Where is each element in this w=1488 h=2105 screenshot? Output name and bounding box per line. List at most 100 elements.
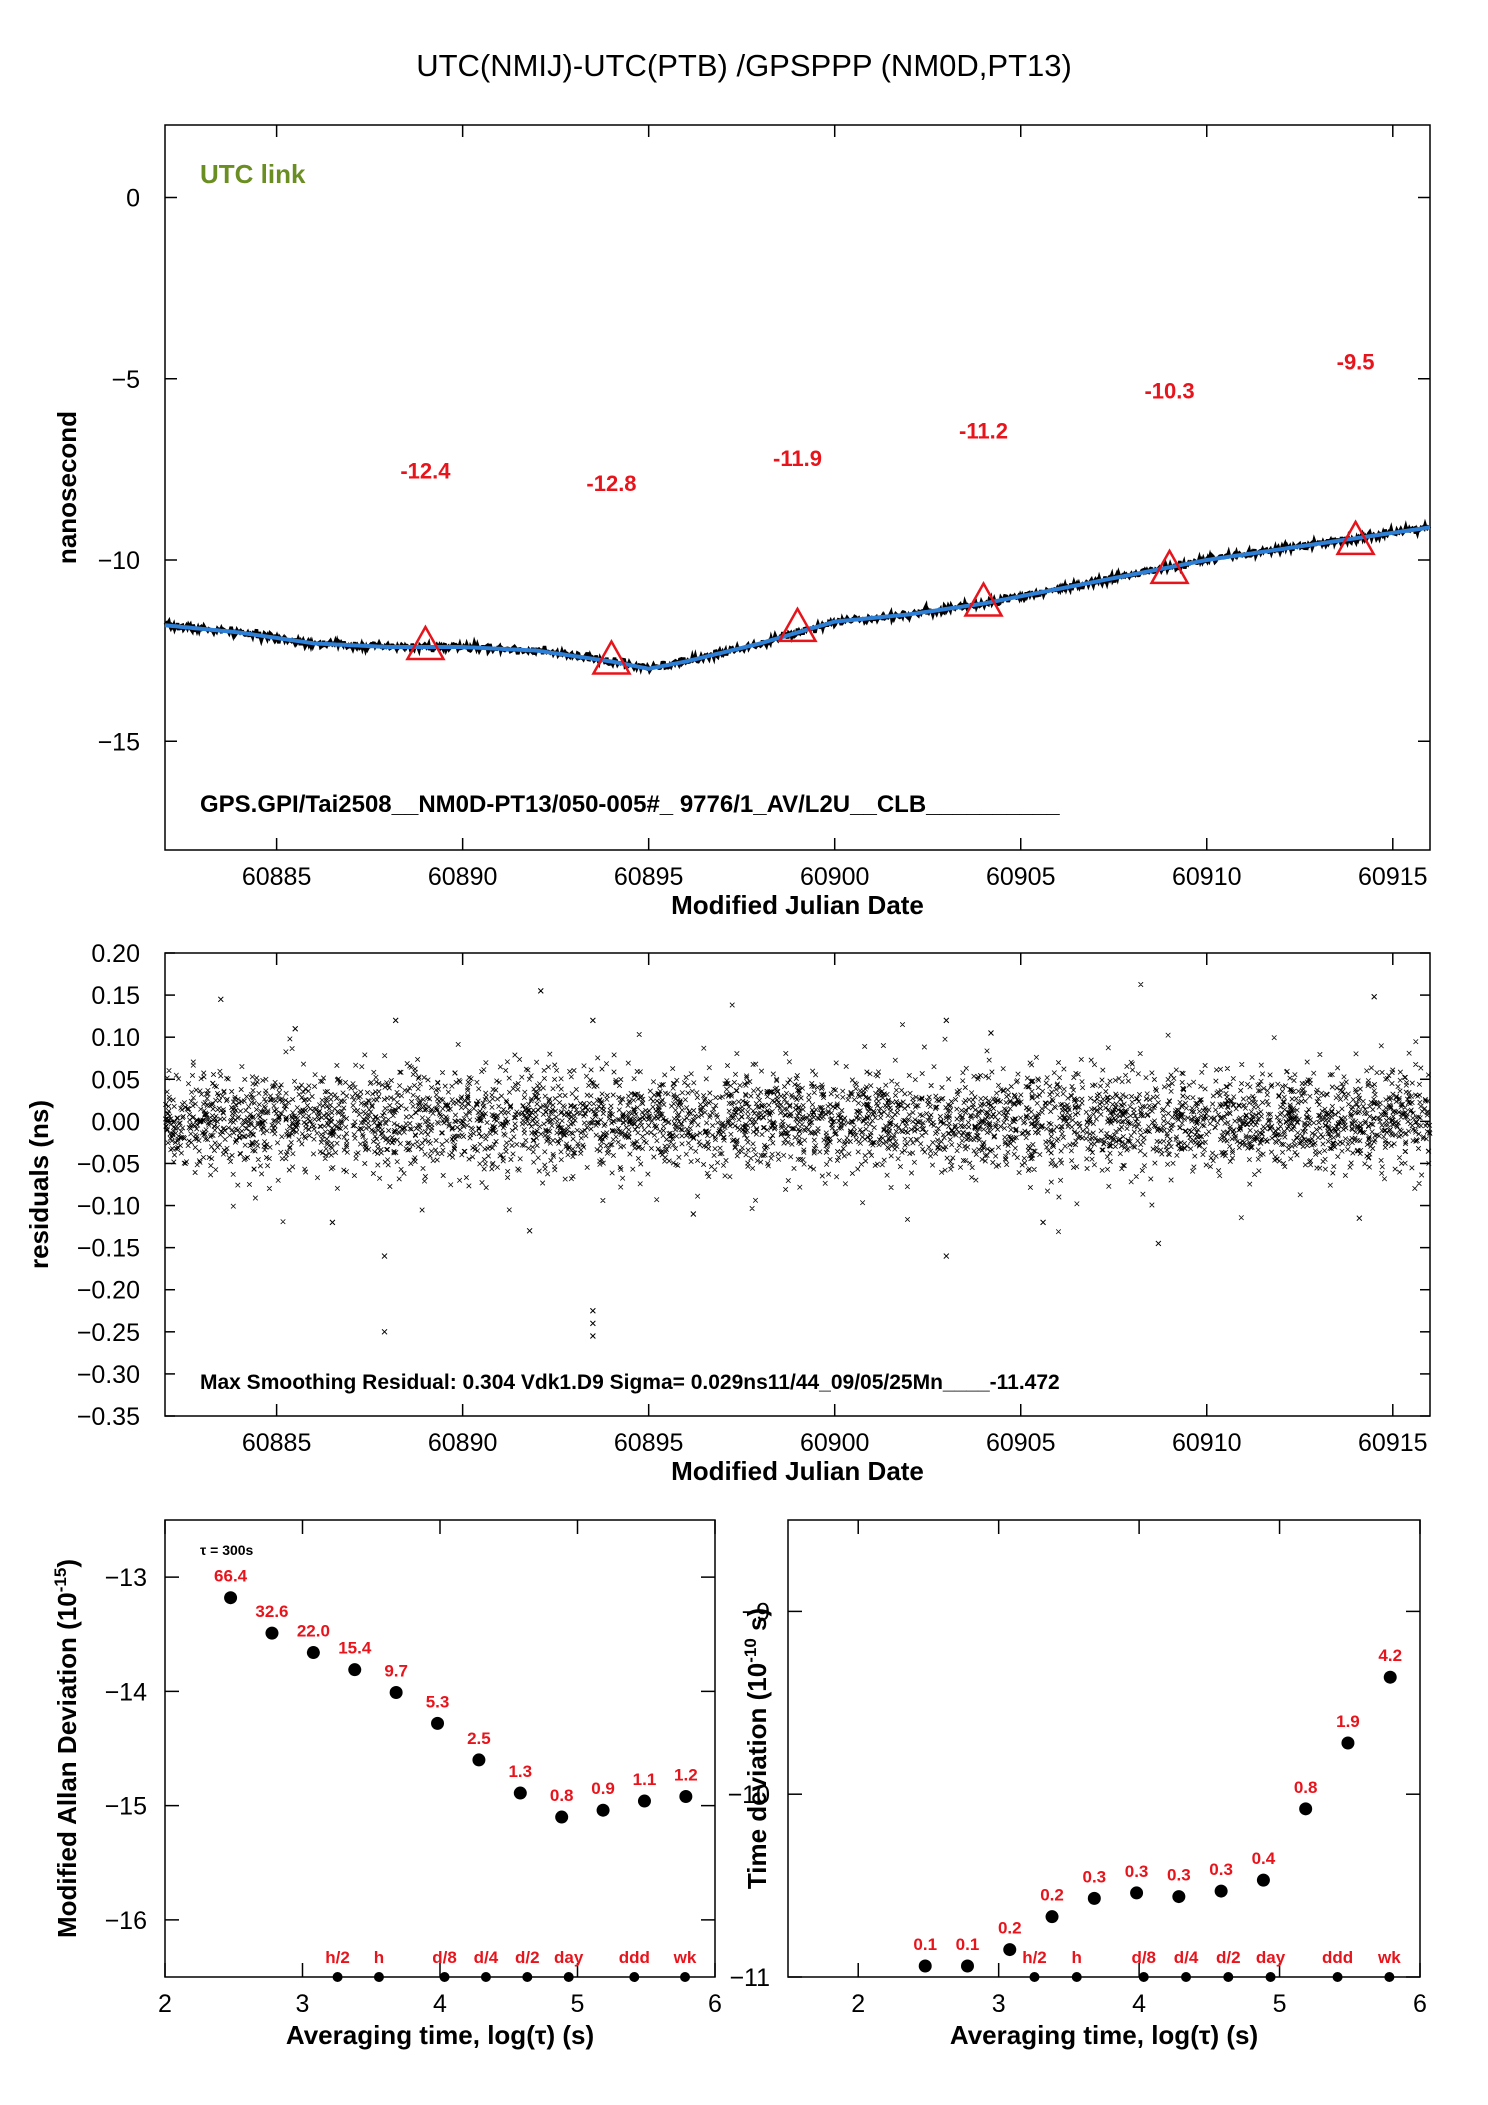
x-tick-label: 60895: [614, 1429, 684, 1457]
x-tick-label: 60900: [800, 863, 870, 891]
deviation-point: [960, 1959, 974, 1973]
figure-title: UTC(NMIJ)-UTC(PTB) /GPSPPP (NM0D,PT13): [416, 48, 1072, 83]
marker-value-label: -11.9: [773, 446, 822, 471]
averaging-time-marker: [373, 1972, 384, 1982]
y-tick-label: 0: [126, 185, 140, 213]
x-axis-label: Averaging time, log(τ) (s): [950, 2020, 1258, 2050]
deviation-value-label: 32.6: [255, 1602, 288, 1621]
deviation-value-label: 0.3: [1209, 1860, 1233, 1879]
plot-frame: [787, 1519, 1421, 1978]
deviation-value-label: 0.3: [1125, 1862, 1149, 1881]
deviation-point: [265, 1626, 279, 1640]
y-axis-label: nanosecond: [52, 411, 82, 564]
deviation-value-label: 1.1: [633, 1770, 657, 1789]
y-tick-label: −5: [111, 366, 140, 394]
x-tick-label: 3: [296, 1990, 310, 2018]
y-axis-label-text: Modified Allan Deviation (10: [52, 1592, 82, 1938]
y-tick-label: −16: [105, 1907, 147, 1935]
residual-info-text: Max Smoothing Residual: 0.304 Vdk1.D9 Si…: [200, 1371, 1060, 1394]
averaging-time-marker: [563, 1972, 574, 1982]
x-tick-label: 60915: [1358, 863, 1428, 891]
x-axis-label: Modified Julian Date: [671, 1456, 924, 1486]
x-tick-label: 4: [1132, 1990, 1146, 2018]
deviation-point: [1172, 1890, 1186, 1904]
deviation-value-label: 0.1: [956, 1935, 980, 1954]
deviation-value-label: 0.2: [998, 1919, 1022, 1938]
deviation-value-label: 5.3: [426, 1692, 450, 1711]
deviation-value-label: 0.9: [591, 1779, 615, 1798]
deviation-point: [1003, 1943, 1017, 1957]
averaging-time-label: h/2: [1022, 1948, 1047, 1967]
averaging-time-label: wk: [1377, 1948, 1401, 1967]
y-tick-label: −14: [105, 1678, 148, 1706]
deviation-point: [389, 1686, 403, 1700]
x-tick-label: 60890: [428, 863, 498, 891]
marker-value-label: -10.3: [1144, 379, 1194, 404]
y-tick-label: −13: [105, 1564, 147, 1592]
triangle-marker: [777, 606, 818, 643]
y-axis-label-exponent: -10: [741, 1638, 760, 1663]
averaging-time-label: d/4: [474, 1948, 499, 1967]
x-tick-label: 6: [708, 1990, 722, 2018]
residuals-panel: 60885 60890 60895 60900 60905 60910 60915 0.20 0…: [24, 940, 1433, 1486]
y-tick-label: 0.00: [91, 1108, 140, 1136]
deviation-point: [1130, 1886, 1144, 1900]
x-tick-label: 2: [158, 1990, 172, 2018]
averaging-time-marker: [629, 1972, 640, 1982]
y-tick-label: 0.20: [91, 940, 140, 968]
y-tick-label: 0.05: [91, 1066, 140, 1094]
x-axis-label: Modified Julian Date: [671, 890, 924, 920]
deviation-point: [224, 1591, 238, 1605]
averaging-time-label: h: [1072, 1948, 1082, 1967]
averaging-time-label: d/8: [432, 1948, 457, 1967]
y-tick-label: 0.10: [91, 1024, 140, 1052]
y-tick-label: −0.35: [77, 1403, 140, 1431]
y-axis-label: residuals (ns): [24, 1100, 54, 1269]
deviation-value-label: 1.3: [508, 1762, 532, 1781]
x-tick-label: 4: [433, 1990, 447, 2018]
marker-value-label: -9.5: [1337, 350, 1375, 375]
triangle-marker: [591, 638, 632, 675]
triangle-marker: [1149, 548, 1190, 585]
tau-note: τ = 300s: [200, 1542, 254, 1558]
y-tick-label: −0.10: [77, 1193, 140, 1221]
averaging-time-label: day: [554, 1948, 584, 1967]
x-tick-label: 60895: [614, 863, 684, 891]
deviation-point: [1045, 1910, 1059, 1924]
averaging-time-marker: [1332, 1972, 1343, 1982]
triangle-marker: [405, 624, 446, 661]
deviation-point: [1087, 1891, 1101, 1905]
plot-frame: [164, 952, 1431, 1417]
averaging-time-marker: [1265, 1972, 1276, 1982]
x-tick-label: 3: [992, 1990, 1006, 2018]
y-tick-label: −0.25: [77, 1319, 140, 1347]
averaging-time-marker: [1071, 1972, 1082, 1982]
deviation-value-label: 22.0: [297, 1622, 330, 1641]
deviation-value-label: 0.8: [1294, 1778, 1318, 1797]
x-tick-label: 6: [1413, 1990, 1427, 2018]
time-deviation-panel: 2 3 4 5 6 −9 −10 −11 Averaging time, log(τ) (s) T…: [728, 1519, 1427, 2050]
y-tick-label: −10: [98, 547, 140, 575]
plot-frame: [164, 1519, 716, 1978]
triangle-marker: [963, 580, 1004, 617]
averaging-time-label: d/2: [1216, 1948, 1241, 1967]
deviation-point: [1256, 1873, 1270, 1887]
y-tick-label: 0.15: [91, 982, 140, 1010]
x-tick-label: 60910: [1172, 863, 1242, 891]
deviation-point: [596, 1803, 610, 1817]
deviation-point: [555, 1810, 569, 1824]
averaging-time-label: h/2: [325, 1948, 350, 1967]
deviation-point: [918, 1959, 932, 1973]
raw-data-line: [163, 518, 1432, 675]
x-tick-label: 60885: [242, 1429, 312, 1457]
marker-value-label: -12.8: [586, 471, 636, 496]
averaging-time-label: wk: [673, 1948, 697, 1967]
deviation-point: [1341, 1736, 1355, 1750]
y-tick-label: −0.20: [77, 1277, 140, 1305]
x-tick-label: 60905: [986, 1429, 1056, 1457]
y-axis-label-text: Time deviation (10: [742, 1663, 772, 1889]
y-tick-label: −15: [105, 1793, 147, 1821]
deviation-point: [1299, 1802, 1313, 1816]
x-axis-label: Averaging time, log(τ) (s): [286, 2020, 594, 2050]
y-tick-label: −10: [728, 1781, 770, 1809]
